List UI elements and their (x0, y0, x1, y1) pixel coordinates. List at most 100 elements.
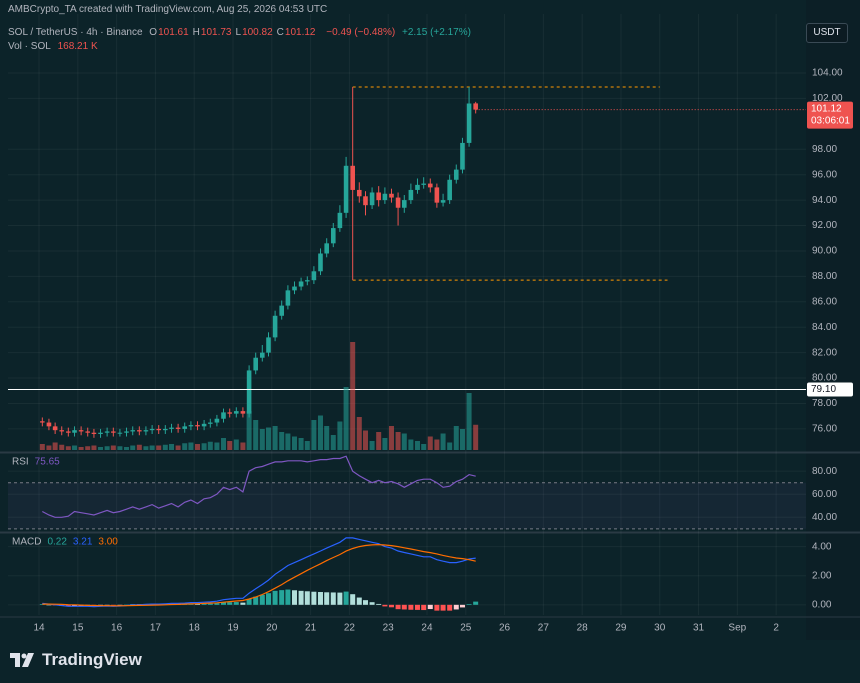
volume-bar (291, 436, 297, 450)
volume-bar (337, 421, 343, 450)
change-alt: +2.15 (+2.17%) (401, 27, 471, 38)
candle-body (227, 412, 233, 414)
candle-body (304, 280, 310, 282)
candle-body (401, 200, 407, 208)
candle-body (266, 337, 271, 353)
candle-body (427, 183, 433, 188)
candle-body (195, 425, 200, 427)
volume-bar (459, 429, 465, 450)
level-label: 79.10 (811, 384, 836, 395)
histogram-bar (447, 604, 453, 611)
volume-bar (240, 442, 246, 450)
y-tick-label: 102.00 (812, 93, 843, 104)
x-tick-label: 17 (150, 623, 162, 634)
y-tick-label: 94.00 (812, 195, 837, 206)
candle-body (415, 184, 420, 190)
histogram-bar (362, 600, 368, 605)
volume-bar (85, 446, 91, 450)
y-tick-label: 104.00 (812, 68, 843, 79)
histogram-bar (382, 604, 388, 607)
pane-title: MACD (12, 537, 41, 548)
candle-body (72, 430, 77, 433)
candle-body (285, 290, 291, 306)
candle-body (324, 243, 329, 254)
histogram-bar (337, 592, 343, 605)
histogram-bar (201, 603, 207, 605)
candle-body (279, 305, 284, 316)
histogram-bar (324, 592, 330, 605)
volume-bar (59, 444, 65, 450)
volume-bar (285, 433, 291, 450)
candle-body (421, 183, 426, 185)
candle-body (221, 412, 226, 419)
y-tick-label: 4.00 (812, 541, 832, 552)
volume-bar (136, 444, 142, 450)
volume-bar (434, 439, 440, 450)
volume-bar (473, 424, 479, 450)
x-tick-label: 21 (305, 623, 317, 634)
ohlc-value: 101.73 (200, 27, 232, 38)
histogram-bar (207, 603, 213, 605)
volume-bar (78, 447, 84, 450)
histogram-bar (72, 604, 78, 607)
candle-body (78, 430, 84, 432)
candle-body (175, 427, 181, 429)
volume-bar (246, 411, 252, 450)
volume-bar (272, 426, 278, 450)
histogram-bar (279, 590, 285, 605)
histogram-bar (376, 603, 382, 605)
candle-body (240, 411, 246, 414)
x-tick-label: 31 (693, 623, 705, 634)
candle-body (143, 430, 149, 432)
histogram-bar (65, 604, 71, 607)
volume-bar (65, 446, 71, 450)
volume-bar (162, 444, 168, 450)
volume-bar (440, 433, 446, 450)
pane-legend-value: 3.00 (98, 537, 118, 548)
volume-bar (110, 445, 116, 450)
volume-bar (143, 446, 149, 450)
candle-body (453, 169, 459, 180)
y-tick-label: 92.00 (812, 220, 837, 231)
histogram-bar (317, 592, 323, 605)
histogram-bar (330, 592, 336, 605)
currency-button[interactable]: USDT (806, 23, 848, 43)
volume-bar (130, 445, 136, 450)
volume-value: 168.21 K (57, 41, 98, 52)
ohlc-key: O (149, 27, 158, 38)
volume-bar (195, 444, 201, 450)
histogram-bar (253, 596, 259, 605)
y-tick-label: 2.00 (812, 570, 832, 581)
volume-bar (414, 441, 420, 450)
ohlc-value: 101.61 (158, 27, 189, 38)
volume-bar (401, 433, 407, 450)
brand: TradingView (10, 650, 142, 670)
candle-body (434, 187, 440, 203)
volume-bar (350, 342, 356, 450)
histogram-bar (408, 604, 414, 610)
volume-bar (117, 446, 123, 450)
candle-body (298, 281, 304, 287)
candle-body (149, 428, 155, 431)
histogram-bar (350, 594, 356, 605)
x-tick-label: 19 (227, 623, 239, 634)
candle-body (460, 142, 465, 170)
candle-body (440, 200, 446, 203)
histogram-bar (414, 604, 420, 610)
pane-legend-value: 0.22 (47, 537, 67, 548)
candle-body (66, 431, 71, 433)
volume-bar (388, 426, 394, 450)
histogram-bar (395, 604, 401, 610)
change: −0.49 (−0.48%) (326, 27, 396, 38)
candle-body (91, 432, 97, 434)
countdown-label: 03:06:01 (811, 115, 850, 126)
y-tick-label: 86.00 (812, 296, 837, 307)
volume-bar (317, 415, 323, 450)
x-tick-label: 2 (773, 623, 779, 634)
y-tick-label: 80.00 (812, 466, 837, 477)
rsi-band (8, 482, 806, 529)
candle-body (46, 422, 52, 427)
y-tick-label: 60.00 (812, 489, 837, 500)
